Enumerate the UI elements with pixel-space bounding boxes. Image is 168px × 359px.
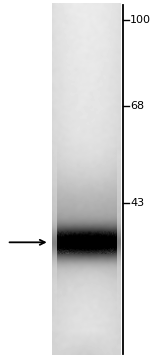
Text: 100: 100: [130, 15, 151, 25]
Text: 68: 68: [130, 101, 144, 111]
Text: 43: 43: [130, 198, 144, 208]
